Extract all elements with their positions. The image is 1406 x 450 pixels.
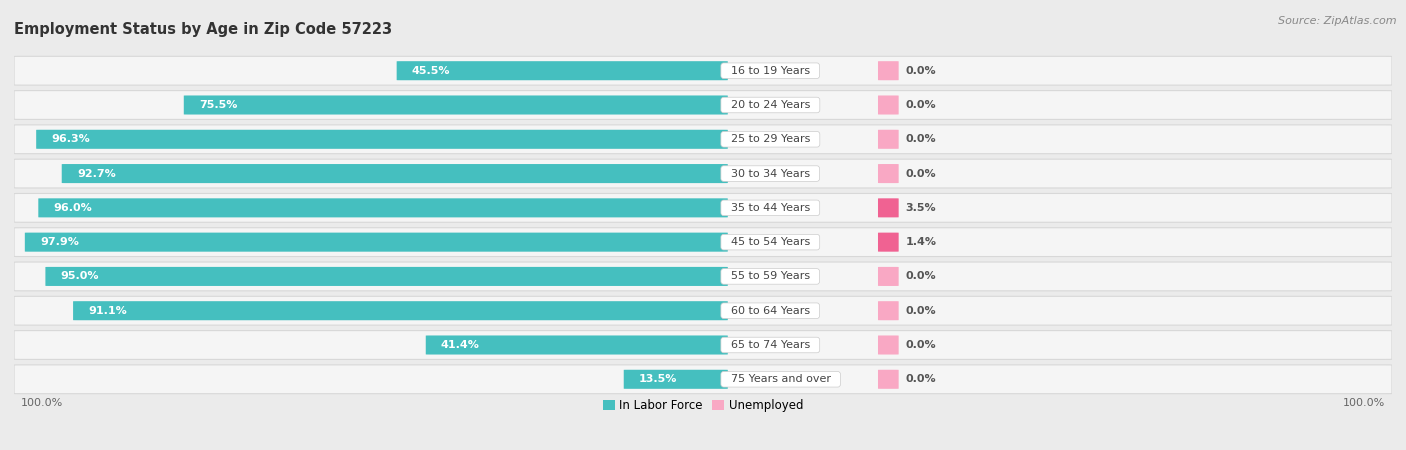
Text: 100.0%: 100.0% [21, 398, 63, 408]
FancyBboxPatch shape [14, 56, 1392, 85]
Text: 3.5%: 3.5% [905, 203, 936, 213]
FancyBboxPatch shape [14, 194, 1392, 222]
FancyBboxPatch shape [426, 335, 728, 355]
FancyBboxPatch shape [25, 233, 728, 252]
Text: 0.0%: 0.0% [905, 169, 936, 179]
FancyBboxPatch shape [62, 164, 728, 183]
FancyBboxPatch shape [877, 198, 898, 217]
FancyBboxPatch shape [877, 95, 898, 115]
Text: 45.5%: 45.5% [412, 66, 450, 76]
FancyBboxPatch shape [396, 61, 728, 80]
Text: 16 to 19 Years: 16 to 19 Years [724, 66, 817, 76]
Text: 0.0%: 0.0% [905, 66, 936, 76]
Text: 0.0%: 0.0% [905, 374, 936, 384]
Text: 75.5%: 75.5% [198, 100, 238, 110]
FancyBboxPatch shape [14, 365, 1392, 394]
Text: 65 to 74 Years: 65 to 74 Years [724, 340, 817, 350]
Text: 96.0%: 96.0% [53, 203, 93, 213]
Text: 25 to 29 Years: 25 to 29 Years [724, 134, 817, 144]
Text: 96.3%: 96.3% [52, 134, 90, 144]
FancyBboxPatch shape [877, 130, 898, 149]
Text: 1.4%: 1.4% [905, 237, 936, 247]
Text: 92.7%: 92.7% [77, 169, 115, 179]
FancyBboxPatch shape [14, 228, 1392, 256]
Text: 60 to 64 Years: 60 to 64 Years [724, 306, 817, 316]
Text: 30 to 34 Years: 30 to 34 Years [724, 169, 817, 179]
FancyBboxPatch shape [877, 61, 898, 80]
FancyBboxPatch shape [14, 90, 1392, 119]
FancyBboxPatch shape [73, 301, 728, 320]
Text: 55 to 59 Years: 55 to 59 Years [724, 271, 817, 281]
Text: 0.0%: 0.0% [905, 100, 936, 110]
FancyBboxPatch shape [877, 164, 898, 183]
FancyBboxPatch shape [184, 95, 728, 115]
FancyBboxPatch shape [14, 296, 1392, 325]
Text: 45 to 54 Years: 45 to 54 Years [724, 237, 817, 247]
FancyBboxPatch shape [877, 267, 898, 286]
FancyBboxPatch shape [37, 130, 728, 149]
FancyBboxPatch shape [14, 262, 1392, 291]
Text: 100.0%: 100.0% [1343, 398, 1385, 408]
Text: Employment Status by Age in Zip Code 57223: Employment Status by Age in Zip Code 572… [14, 22, 392, 37]
FancyBboxPatch shape [45, 267, 728, 286]
FancyBboxPatch shape [877, 301, 898, 320]
Text: 41.4%: 41.4% [441, 340, 479, 350]
Text: 91.1%: 91.1% [89, 306, 127, 316]
Text: 0.0%: 0.0% [905, 340, 936, 350]
Text: 75 Years and over: 75 Years and over [724, 374, 838, 384]
FancyBboxPatch shape [38, 198, 728, 217]
FancyBboxPatch shape [877, 370, 898, 389]
FancyBboxPatch shape [877, 335, 898, 355]
Text: 20 to 24 Years: 20 to 24 Years [724, 100, 817, 110]
Text: 35 to 44 Years: 35 to 44 Years [724, 203, 817, 213]
FancyBboxPatch shape [14, 125, 1392, 154]
FancyBboxPatch shape [14, 331, 1392, 360]
FancyBboxPatch shape [14, 159, 1392, 188]
FancyBboxPatch shape [877, 233, 898, 252]
Legend: In Labor Force, Unemployed: In Labor Force, Unemployed [598, 395, 808, 417]
Text: 0.0%: 0.0% [905, 306, 936, 316]
Text: 95.0%: 95.0% [60, 271, 98, 281]
Text: 0.0%: 0.0% [905, 271, 936, 281]
Text: 97.9%: 97.9% [39, 237, 79, 247]
Text: 13.5%: 13.5% [638, 374, 678, 384]
Text: 0.0%: 0.0% [905, 134, 936, 144]
FancyBboxPatch shape [624, 370, 728, 389]
Text: Source: ZipAtlas.com: Source: ZipAtlas.com [1278, 16, 1396, 26]
